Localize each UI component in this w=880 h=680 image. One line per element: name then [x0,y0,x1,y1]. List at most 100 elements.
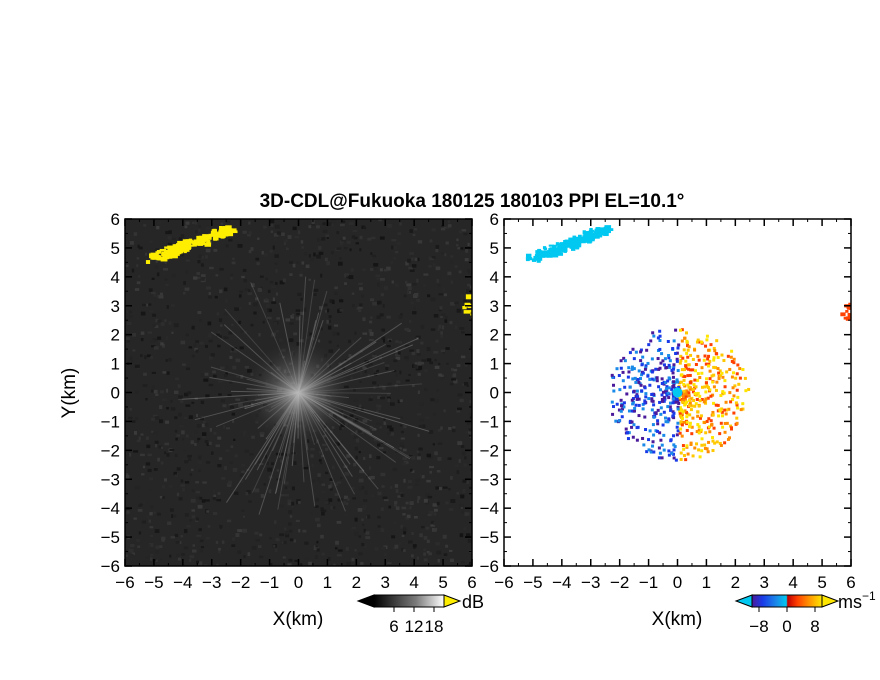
velocity-near-field-cell [696,354,700,358]
echo-cell [223,229,231,232]
velocity-near-field-cell [610,400,614,404]
velocity-near-field-cell [698,416,702,420]
noise-speck [450,255,454,258]
noise-speck [260,434,264,437]
noise-speck [133,450,139,453]
noise-speck [265,486,270,490]
noise-speck [142,500,146,505]
velocity-near-field-cell [643,401,647,405]
velocity-y-tick-label: 3 [490,297,499,316]
velocity-near-field-cell [650,370,654,374]
velocity-near-field-cell [675,397,679,401]
noise-speck [465,249,469,253]
velocity-near-field-cell [704,362,708,366]
velocity-near-field-cell [632,357,636,361]
noise-speck [376,315,381,319]
noise-speck [263,252,269,257]
noise-speck [150,291,156,295]
noise-speck [302,307,307,312]
noise-speck [389,466,393,470]
noise-speck [288,529,293,533]
noise-speck [328,498,333,502]
noise-speck [416,450,419,453]
noise-speck [173,514,177,518]
velocity-near-field-cell [660,377,664,381]
noise-speck [129,407,132,411]
velocity-echo-cell [553,244,557,247]
noise-speck [443,553,448,557]
noise-speck [290,471,293,476]
noise-speck [365,536,371,540]
noise-speck [346,276,351,279]
noise-speck [153,414,158,417]
noise-speck [419,533,423,538]
velocity-near-field-cell [720,353,724,357]
velocity-near-field-cell [679,408,683,412]
noise-speck [155,420,158,424]
noise-speck [377,525,381,528]
noise-speck [336,344,339,347]
velocity-near-field-cell [687,385,691,389]
noise-speck [334,547,338,550]
noise-speck [272,245,275,250]
edge-echo-cell [473,307,479,311]
noise-speck [412,544,417,548]
noise-speck [442,351,445,354]
noise-speck [466,480,469,485]
velocity-near-field-cell [730,349,734,353]
velocity-echo-cell [563,242,570,248]
velocity-near-field-cell [644,392,648,396]
noise-speck [155,318,159,323]
noise-speck [416,298,421,302]
noise-speck [125,258,129,262]
noise-speck [153,431,158,436]
noise-speck [177,557,182,561]
velocity-near-field-cell [641,407,645,411]
noise-speck [315,544,319,548]
noise-speck [339,426,342,431]
velocity-near-field-cell [729,427,733,431]
velocity-near-field-cell [681,356,685,360]
noise-speck [467,300,472,304]
noise-speck [414,515,418,519]
noise-speck [191,515,196,519]
noise-speck [229,355,233,360]
noise-speck [379,396,385,400]
echo-cell [222,226,228,230]
noise-speck [371,236,376,240]
noise-speck [407,485,413,489]
noise-speck [186,525,191,528]
velocity-echo-cell [604,225,612,229]
velocity-near-field-cell [686,383,690,387]
noise-speck [130,543,135,548]
velocity-near-field-cell [708,377,712,381]
noise-speck [149,512,153,516]
noise-speck [395,356,401,360]
velocity-echo-cell [564,239,572,244]
noise-speck [434,359,437,362]
noise-speck [145,462,151,466]
velocity-near-field-cell [728,391,732,395]
velocity-near-field-cell [635,426,639,430]
velocity-near-field-cell [713,441,717,445]
noise-speck [383,286,388,290]
noise-speck [216,499,222,502]
noise-speck [418,365,423,370]
noise-speck [450,476,453,480]
velocity-near-field-cell [678,396,682,400]
noise-speck [351,235,355,239]
noise-speck [239,346,244,350]
velocity-near-field-cell [641,436,645,440]
noise-speck [429,470,433,474]
velocity-near-field-cell [679,414,683,418]
noise-speck [284,493,289,497]
noise-speck [465,533,471,538]
noise-speck [386,315,391,319]
noise-speck [155,550,159,554]
noise-speck [164,442,169,446]
noise-speck [456,238,459,242]
noise-speck [182,438,185,441]
noise-speck [440,316,443,319]
noise-speck [134,288,140,291]
